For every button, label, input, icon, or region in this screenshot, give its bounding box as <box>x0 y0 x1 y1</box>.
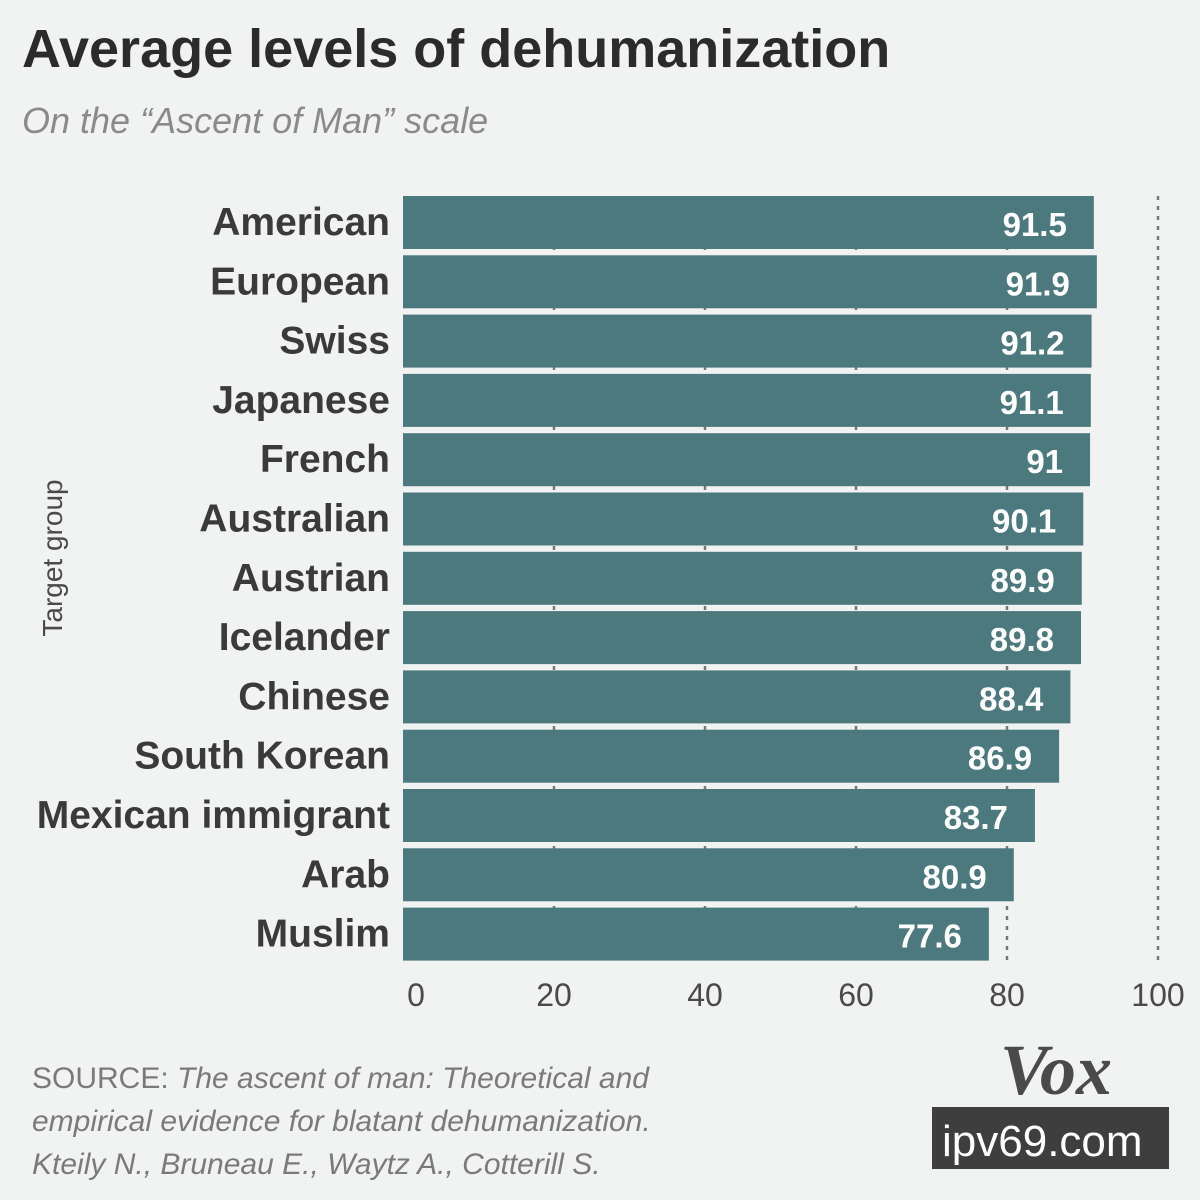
x-tick-label: 40 <box>687 977 723 1013</box>
value-label: 91 <box>1026 443 1063 480</box>
bar <box>403 907 989 961</box>
svg-text:SOURCE: The ascent of man: The: SOURCE: The ascent of man: Theoretical a… <box>32 1062 650 1095</box>
category-label: European <box>210 260 390 303</box>
category-label: French <box>260 438 390 481</box>
x-tick-label: 60 <box>838 977 874 1013</box>
category-label: Swiss <box>279 320 390 363</box>
value-label: 86.9 <box>968 740 1032 777</box>
bar <box>403 551 1082 605</box>
bar <box>403 196 1094 249</box>
value-label: 89.9 <box>991 562 1055 599</box>
value-label: 83.7 <box>944 799 1008 836</box>
bar <box>403 255 1097 309</box>
category-label: South Korean <box>134 735 390 778</box>
category-label: Austrian <box>232 557 390 600</box>
category-label: Japanese <box>212 379 390 422</box>
source-line-3: Kteily N., Bruneau E., Waytz A., Cotteri… <box>32 1148 601 1181</box>
bars: American 91.5 European 91.9 Swiss 91.2 Japanes… <box>37 196 1097 961</box>
value-label: 90.1 <box>992 503 1056 540</box>
bar <box>403 848 1014 902</box>
watermark-box <box>932 1107 1169 1169</box>
value-label: 88.4 <box>979 680 1044 717</box>
source-note: SOURCE: The ascent of man: Theoretical a… <box>32 1062 651 1181</box>
chart-title: Average levels of dehumanization <box>22 19 890 79</box>
bar <box>403 492 1084 546</box>
value-label: 91.1 <box>1000 384 1064 421</box>
source-line-1: The ascent of man: Theoretical and <box>177 1062 650 1095</box>
category-label: Icelander <box>219 616 390 659</box>
bar <box>403 373 1091 427</box>
x-axis-ticks: 0 20 40 60 80 100 <box>407 977 1185 1013</box>
source-prefix: SOURCE: <box>32 1062 169 1095</box>
value-label: 89.8 <box>990 621 1054 658</box>
value-label: 91.9 <box>1006 265 1070 302</box>
bar <box>403 433 1091 487</box>
value-label: 80.9 <box>923 858 987 895</box>
category-label: Australian <box>199 498 390 541</box>
x-tick-label: 80 <box>989 977 1025 1013</box>
value-label: 77.6 <box>898 918 962 955</box>
category-label: Muslim <box>256 913 390 956</box>
bar <box>403 314 1092 368</box>
x-tick-label: 100 <box>1131 977 1184 1013</box>
chart-subtitle: On the “Ascent of Man” scale <box>22 100 488 141</box>
category-label: American <box>212 201 390 244</box>
watermark-text: ipv69.com <box>942 1117 1143 1166</box>
bar <box>403 789 1035 842</box>
y-axis-label: Target group <box>37 479 68 636</box>
category-label: Mexican immigrant <box>37 794 390 837</box>
bar <box>403 729 1060 783</box>
bar <box>403 670 1071 724</box>
category-label: Arab <box>301 853 390 896</box>
x-tick-label: 20 <box>536 977 572 1013</box>
bar <box>403 611 1081 665</box>
value-label: 91.5 <box>1003 206 1067 243</box>
category-label: Chinese <box>238 675 390 718</box>
vox-logo: Vox <box>1000 1030 1112 1110</box>
source-line-2: empirical evidence for blatant dehumaniz… <box>32 1105 651 1138</box>
value-label: 91.2 <box>1000 325 1064 362</box>
x-tick-label: 0 <box>407 977 425 1013</box>
